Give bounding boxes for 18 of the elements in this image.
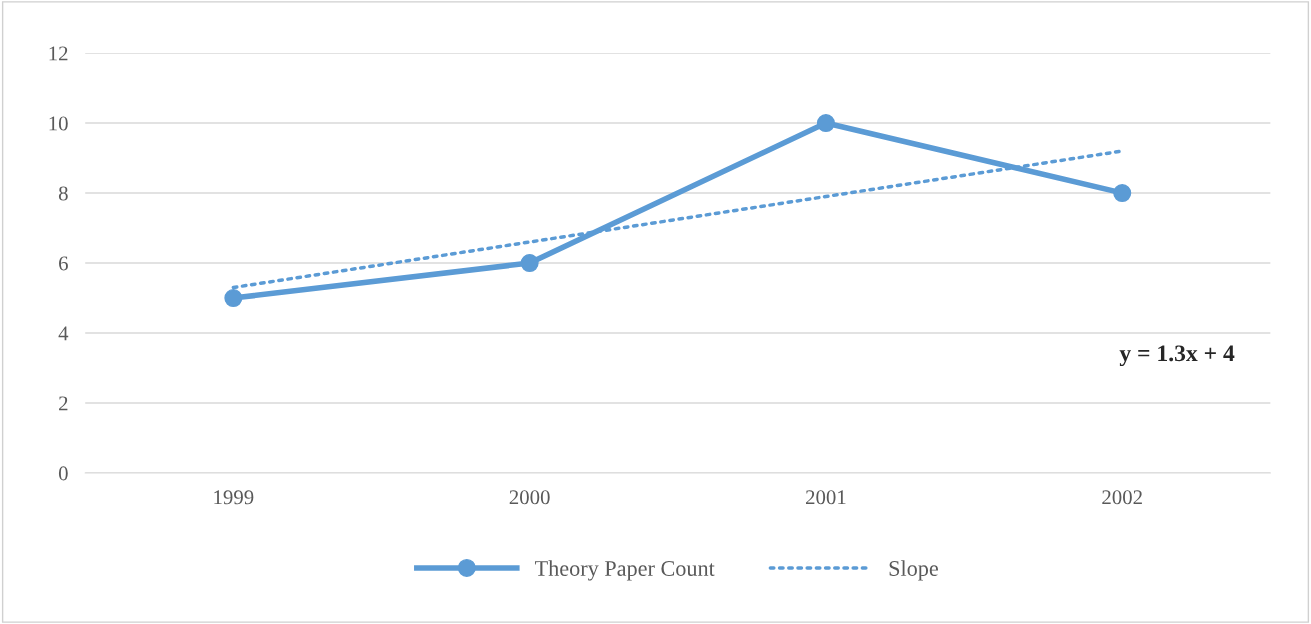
legend-label: Theory Paper Count (535, 560, 715, 581)
point (224, 288, 243, 308)
x-tick-label: 2002 (1102, 490, 1142, 505)
y-tick-label: 4 (58, 326, 69, 341)
y-tick-label: 2 (59, 396, 68, 411)
x-tick-label: 2000 (509, 490, 550, 505)
point (816, 114, 835, 133)
y-tick-label: 12 (49, 46, 68, 61)
y-tick-label: 8 (58, 186, 68, 201)
x-tick-label: 2001 (806, 490, 846, 505)
y-tick-label: 10 (49, 116, 68, 131)
annotation: y = 1.3x + 4 (1119, 345, 1235, 367)
y-tick-label: 0 (58, 466, 68, 481)
point (520, 253, 539, 273)
point (1113, 183, 1132, 203)
legend-label: Slope (889, 560, 938, 581)
y-tick-label: 6 (59, 256, 68, 271)
x-tick-label: 1999 (214, 490, 254, 505)
